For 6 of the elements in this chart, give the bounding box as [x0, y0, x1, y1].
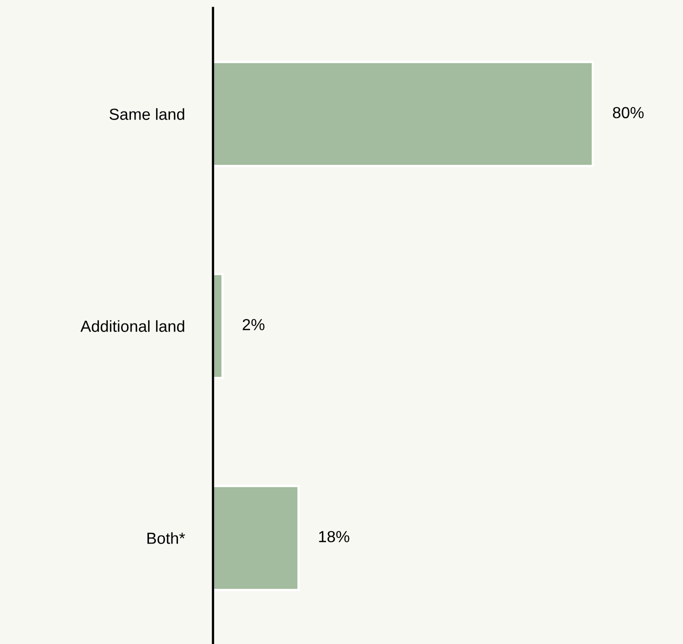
data-label: 2% — [242, 318, 264, 330]
data-label: 18% — [319, 530, 350, 542]
data-label: 80% — [612, 106, 644, 118]
y-tick-label: Additional land — [80, 320, 184, 332]
y-tick-label: Same land — [110, 108, 184, 120]
y-tick-label: Both* — [147, 532, 185, 544]
